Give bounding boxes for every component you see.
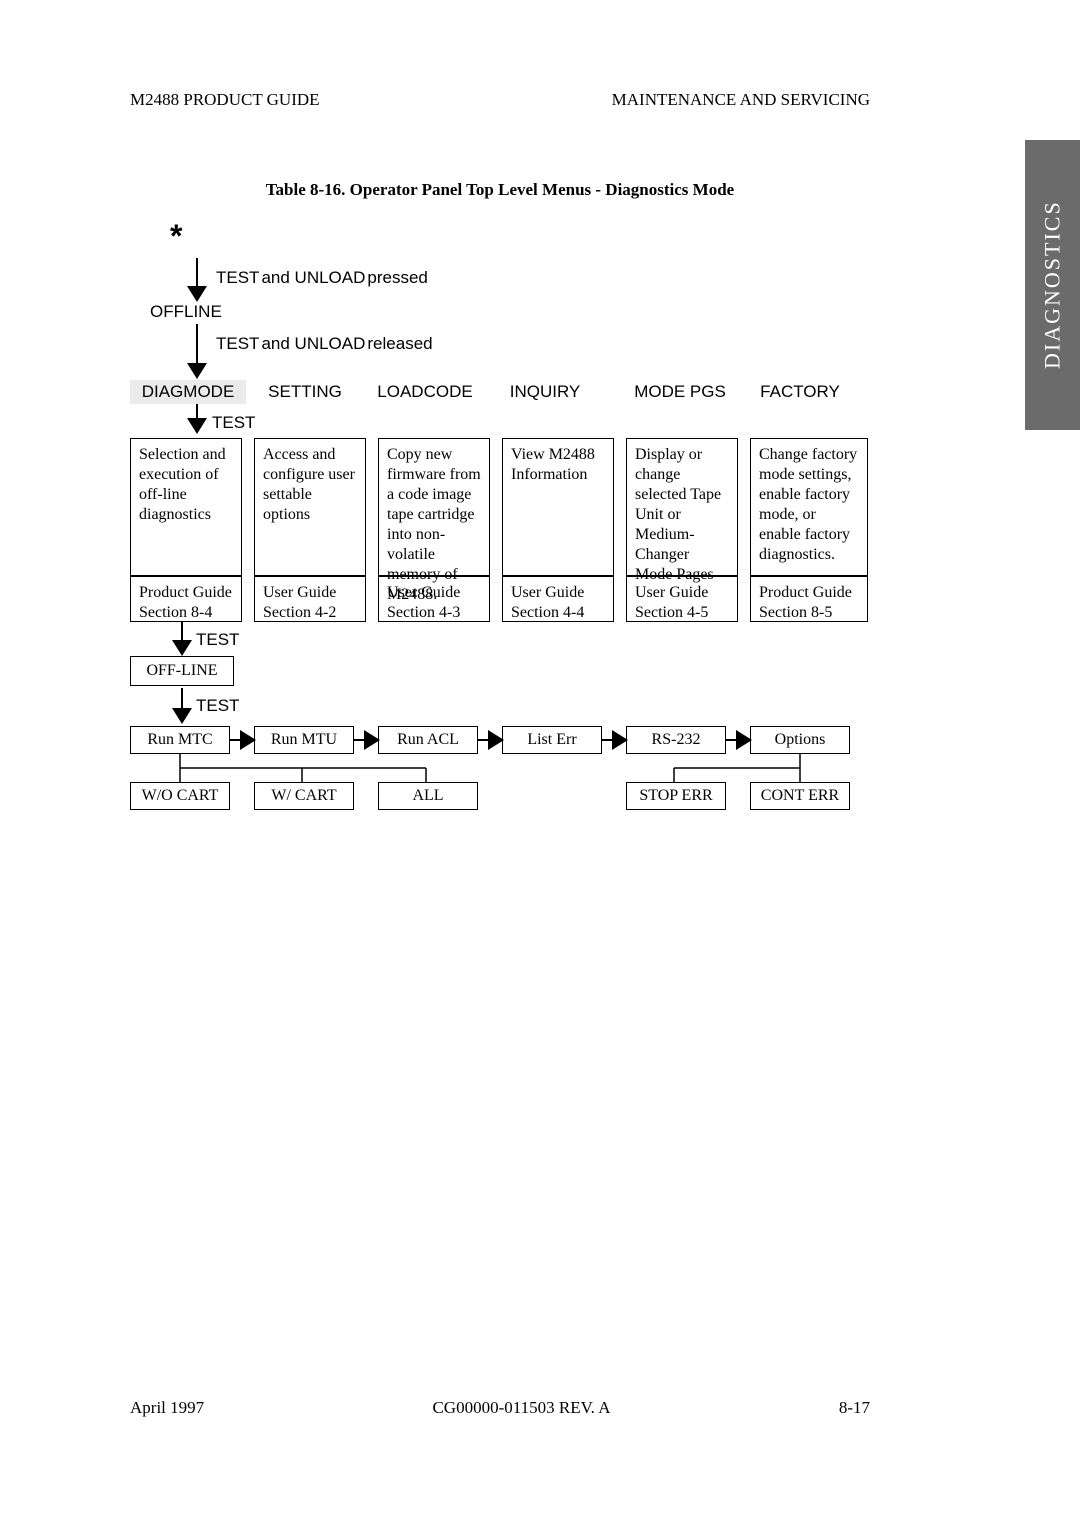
menu-factory: FACTORY [750, 382, 850, 402]
footer-left: April 1997 [130, 1398, 204, 1418]
row2-runmtu: Run MTU [254, 726, 354, 754]
page-footer: April 1997 CG00000-011503 REV. A 8-17 [130, 1398, 870, 1418]
desc-loadcode: Copy new firmware from a code image tape… [378, 438, 490, 576]
menu-modepgs: MODE PGS [625, 382, 735, 402]
flowchart: * TESTand UNLOADpressed OFFLINE TESTand … [130, 220, 870, 840]
page-content: M2488 PRODUCT GUIDE MAINTENANCE AND SERV… [130, 90, 870, 840]
row2-runmtc: Run MTC [130, 726, 230, 754]
row2-runacl: Run ACL [378, 726, 478, 754]
ref-factory: Product Guide Section 8-5 [750, 576, 868, 622]
row3-wcart: W/ CART [254, 782, 354, 810]
released-test: TEST [216, 334, 259, 353]
released-word: released [367, 334, 432, 353]
desc-setting: Access and configure user settable optio… [254, 438, 366, 576]
header-left: M2488 PRODUCT GUIDE [130, 90, 320, 110]
test-label-1: TEST [212, 413, 255, 433]
header-right: MAINTENANCE AND SERVICING [612, 90, 870, 110]
menu-loadcode: LOADCODE [375, 382, 475, 402]
ref-diagmode: Product Guide Section 8-4 [130, 576, 242, 622]
footer-center: CG00000-011503 REV. A [432, 1398, 610, 1418]
test-label-2: TEST [196, 630, 239, 650]
page-header: M2488 PRODUCT GUIDE MAINTENANCE AND SERV… [130, 90, 870, 110]
released-label: TESTand UNLOADreleased [216, 334, 433, 354]
menu-diagmode: DIAGMODE [130, 380, 246, 404]
test-label-3: TEST [196, 696, 239, 716]
released-unload: and UNLOAD [261, 334, 365, 353]
table-caption: Table 8-16. Operator Panel Top Level Men… [130, 180, 870, 200]
menu-inquiry: INQUIRY [500, 382, 590, 402]
pressed-unload: and UNLOAD [261, 268, 365, 287]
pressed-word: pressed [367, 268, 427, 287]
desc-factory: Change factory mode settings, enable fac… [750, 438, 868, 576]
row3-stoperr: STOP ERR [626, 782, 726, 810]
desc-modepgs: Display or change selected Tape Unit or … [626, 438, 738, 576]
pressed-test: TEST [216, 268, 259, 287]
offline-box: OFF-LINE [130, 656, 234, 686]
menu-setting: SETTING [260, 382, 350, 402]
ref-inquiry: User Guide Section 4-4 [502, 576, 614, 622]
ref-setting: User Guide Section 4-2 [254, 576, 366, 622]
ref-modepgs: User Guide Section 4-5 [626, 576, 738, 622]
desc-diagmode: Selection and execution of off-line diag… [130, 438, 242, 576]
side-tab: DIAGNOSTICS [1025, 140, 1080, 430]
desc-inquiry: View M2488 Information [502, 438, 614, 576]
ref-loadcode: User Guide Section 4-3 [378, 576, 490, 622]
start-asterisk: * [170, 218, 182, 255]
row2-rs232: RS-232 [626, 726, 726, 754]
pressed-label: TESTand UNLOADpressed [216, 268, 428, 288]
row2-listerr: List Err [502, 726, 602, 754]
row3-conterr: CONT ERR [750, 782, 850, 810]
row2-options: Options [750, 726, 850, 754]
footer-right: 8-17 [839, 1398, 870, 1418]
row3-all: ALL [378, 782, 478, 810]
offline-label: OFFLINE [150, 302, 222, 322]
row3-wocart: W/O CART [130, 782, 230, 810]
